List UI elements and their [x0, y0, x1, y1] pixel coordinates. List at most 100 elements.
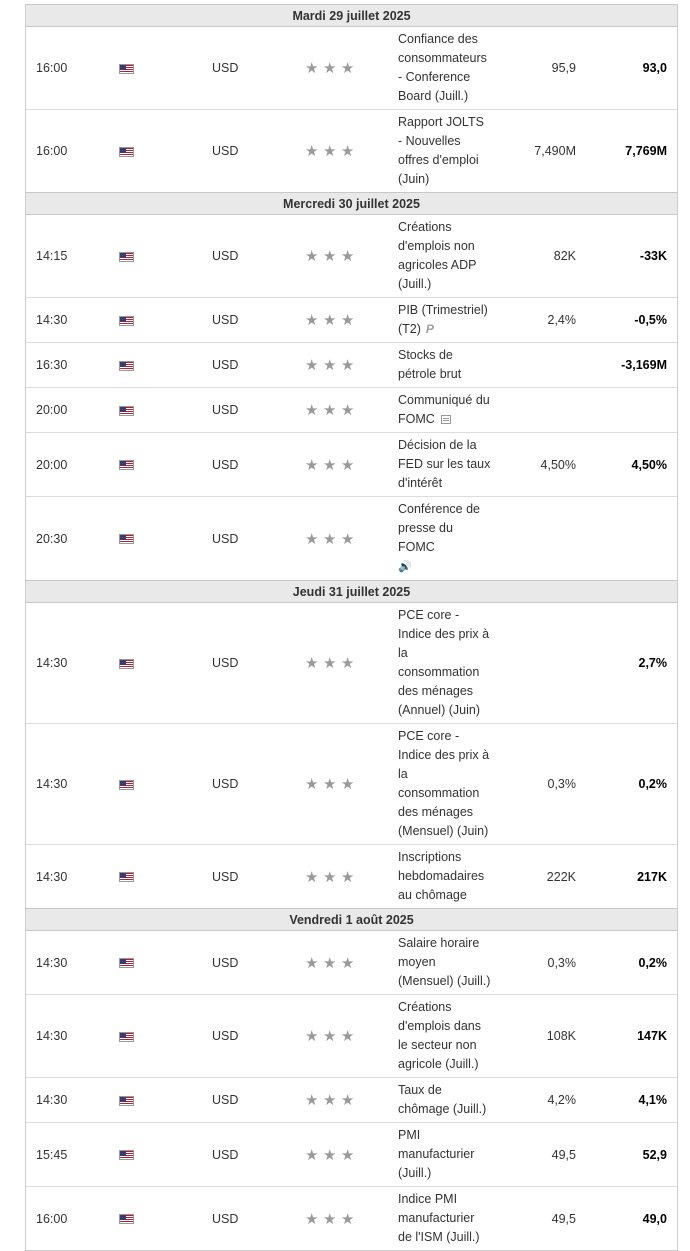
event-name[interactable]: Créations d'emplois dans le secteur non …: [398, 1000, 481, 1072]
event-cell[interactable]: PCE core - Indice des prix à la consomma…: [398, 723, 491, 845]
star-icon: ★: [322, 60, 338, 77]
event-time: 16:00: [26, 1186, 119, 1251]
event-row[interactable]: 14:30 USD ★ ★ ★ Salaire horaire moyen (Mens…: [26, 930, 677, 995]
event-currency: USD: [212, 214, 305, 298]
event-cell[interactable]: Décision de la FED sur les taux d'intérê…: [398, 432, 491, 497]
event-currency: USD: [212, 1122, 305, 1187]
star-icon: ★: [305, 357, 320, 375]
event-time: 14:30: [26, 723, 119, 845]
event-name[interactable]: Rapport JOLTS - Nouvelles offres d'emplo…: [398, 115, 484, 186]
star-icon: ★: [340, 248, 356, 265]
event-name[interactable]: PCE core - Indice des prix à la consomma…: [398, 729, 490, 839]
importance-stars: ★ ★ ★: [305, 844, 398, 909]
star-icon: ★: [340, 357, 356, 375]
document-icon[interactable]: [440, 415, 451, 425]
event-name[interactable]: Créations d'emplois non agricoles ADP (J…: [398, 220, 477, 291]
star-icon: ★: [322, 312, 338, 330]
event-row[interactable]: 15:45 USD ★ ★ ★ PMI manufacturier (Juill.) 4…: [26, 1122, 677, 1187]
event-actual: 4,2%: [491, 1077, 584, 1123]
event-time: 20:00: [26, 432, 119, 497]
event-row[interactable]: 20:00 USD ★ ★ ★ Décision de la FED sur les …: [26, 432, 677, 497]
flag-cell: [119, 496, 212, 581]
event-cell[interactable]: PCE core - Indice des prix à la consomma…: [398, 602, 491, 724]
event-time: 14:30: [26, 1077, 119, 1123]
flag-cell: [119, 342, 212, 388]
event-forecast: [584, 387, 677, 433]
event-actual: [491, 342, 584, 388]
event-actual: 49,5: [491, 1186, 584, 1251]
flag-cell: [119, 432, 212, 497]
us-flag-icon: [119, 405, 134, 416]
event-cell[interactable]: Créations d'emplois non agricoles ADP (J…: [398, 214, 491, 298]
event-row[interactable]: 16:00 USD ★ ★ ★ Rapport JOLTS - Nouvelles o…: [26, 109, 677, 193]
flag-cell: [119, 1077, 212, 1123]
event-time: 14:30: [26, 602, 119, 724]
star-icon: ★: [322, 402, 338, 420]
event-forecast: 217K: [584, 844, 677, 909]
event-name[interactable]: Stocks de pétrole brut: [398, 348, 462, 382]
event-currency: USD: [212, 602, 305, 724]
star-icon: ★: [305, 1210, 320, 1228]
speaker-icon[interactable]: 🔊: [398, 561, 412, 574]
event-forecast: 93,0: [584, 26, 677, 110]
event-actual: [491, 387, 584, 433]
event-actual: 222K: [491, 844, 584, 909]
event-name[interactable]: Indice PMI manufacturier de l'ISM (Juill…: [398, 1192, 480, 1245]
event-name[interactable]: Conférence de presse du FOMC: [398, 502, 481, 555]
importance-stars: ★ ★ ★: [305, 342, 398, 388]
event-row[interactable]: 14:30 USD ★ ★ ★ Inscriptions hebdomadaires …: [26, 844, 677, 909]
us-flag-icon: [119, 1095, 134, 1106]
event-cell[interactable]: Confiance des consommateurs - Conference…: [398, 26, 491, 110]
event-name[interactable]: PMI manufacturier (Juill.): [398, 1128, 475, 1181]
event-time: 16:30: [26, 342, 119, 388]
event-cell[interactable]: PMI manufacturier (Juill.): [398, 1122, 491, 1187]
star-icon: ★: [305, 456, 320, 474]
event-cell[interactable]: Inscriptions hebdomadaires au chômage: [398, 844, 491, 909]
event-row[interactable]: 14:30 USD ★ ★ ★ Taux de chômage (Juill.) 4,2…: [26, 1077, 677, 1123]
event-row[interactable]: 14:30 USD ★ ★ ★ PCE core - Indice des prix …: [26, 723, 677, 845]
event-cell[interactable]: Communiqué du FOMC: [398, 387, 491, 433]
event-name[interactable]: PIB (Trimestriel) (T2): [398, 303, 488, 336]
event-name[interactable]: Taux de chômage (Juill.): [398, 1083, 487, 1117]
event-name[interactable]: PCE core - Indice des prix à la consomma…: [398, 608, 490, 718]
event-row[interactable]: 14:30 USD ★ ★ ★ PIB (Trimestriel) (T2) P 2,4%…: [26, 296, 677, 343]
star-icon: ★: [340, 1210, 356, 1228]
event-row[interactable]: 16:30 USD ★ ★ ★ Stocks de pétrole brut -3,16…: [26, 342, 677, 388]
importance-stars: ★ ★ ★: [305, 387, 398, 433]
event-cell[interactable]: Créations d'emplois dans le secteur non …: [398, 994, 491, 1078]
event-cell[interactable]: Conférence de presse du FOMC 🔊: [398, 496, 491, 581]
flag-cell: [119, 602, 212, 724]
star-icon: ★: [340, 143, 356, 160]
event-row[interactable]: 20:00 USD ★ ★ ★ Communiqué du FOMC: [26, 387, 677, 433]
event-row[interactable]: 14:30 USD ★ ★ ★ Créations d'emplois dans le…: [26, 994, 677, 1078]
event-row[interactable]: 20:30 USD ★ ★ ★ Conférence de presse du FOM…: [26, 496, 677, 581]
event-time: 16:00: [26, 109, 119, 193]
star-icon: ★: [340, 655, 356, 673]
star-icon: ★: [305, 1092, 320, 1110]
event-row[interactable]: 14:30 USD ★ ★ ★ PCE core - Indice des prix …: [26, 602, 677, 724]
event-time: 14:30: [26, 930, 119, 995]
us-flag-icon: [119, 251, 134, 262]
event-currency: USD: [212, 26, 305, 110]
event-name[interactable]: Décision de la FED sur les taux d'intérê…: [398, 438, 491, 491]
event-forecast: -0,5%: [584, 296, 677, 343]
event-cell[interactable]: Indice PMI manufacturier de l'ISM (Juill…: [398, 1186, 491, 1251]
event-cell[interactable]: Salaire horaire moyen (Mensuel) (Juill.): [398, 930, 491, 995]
event-row[interactable]: 16:00 USD ★ ★ ★ Confiance des consommateurs…: [26, 26, 677, 110]
event-currency: USD: [212, 1186, 305, 1251]
event-cell[interactable]: Taux de chômage (Juill.): [398, 1077, 491, 1123]
event-cell[interactable]: Rapport JOLTS - Nouvelles offres d'emplo…: [398, 109, 491, 193]
event-cell[interactable]: PIB (Trimestriel) (T2) P: [398, 296, 491, 343]
star-icon: ★: [322, 1092, 338, 1110]
event-time: 14:30: [26, 994, 119, 1078]
event-row[interactable]: 14:15 USD ★ ★ ★ Créations d'emplois non agr…: [26, 214, 677, 298]
event-row[interactable]: 16:00 USD ★ ★ ★ Indice PMI manufacturier de…: [26, 1186, 677, 1251]
us-flag-icon: [119, 146, 134, 157]
star-icon: ★: [305, 60, 320, 77]
event-forecast: 7,769M: [584, 109, 677, 193]
event-name[interactable]: Confiance des consommateurs - Conference…: [398, 32, 487, 103]
event-cell[interactable]: Stocks de pétrole brut: [398, 342, 491, 388]
event-name[interactable]: Inscriptions hebdomadaires au chômage: [398, 850, 485, 903]
event-name[interactable]: Salaire horaire moyen (Mensuel) (Juill.): [398, 936, 491, 989]
event-name[interactable]: Communiqué du FOMC: [398, 393, 490, 427]
